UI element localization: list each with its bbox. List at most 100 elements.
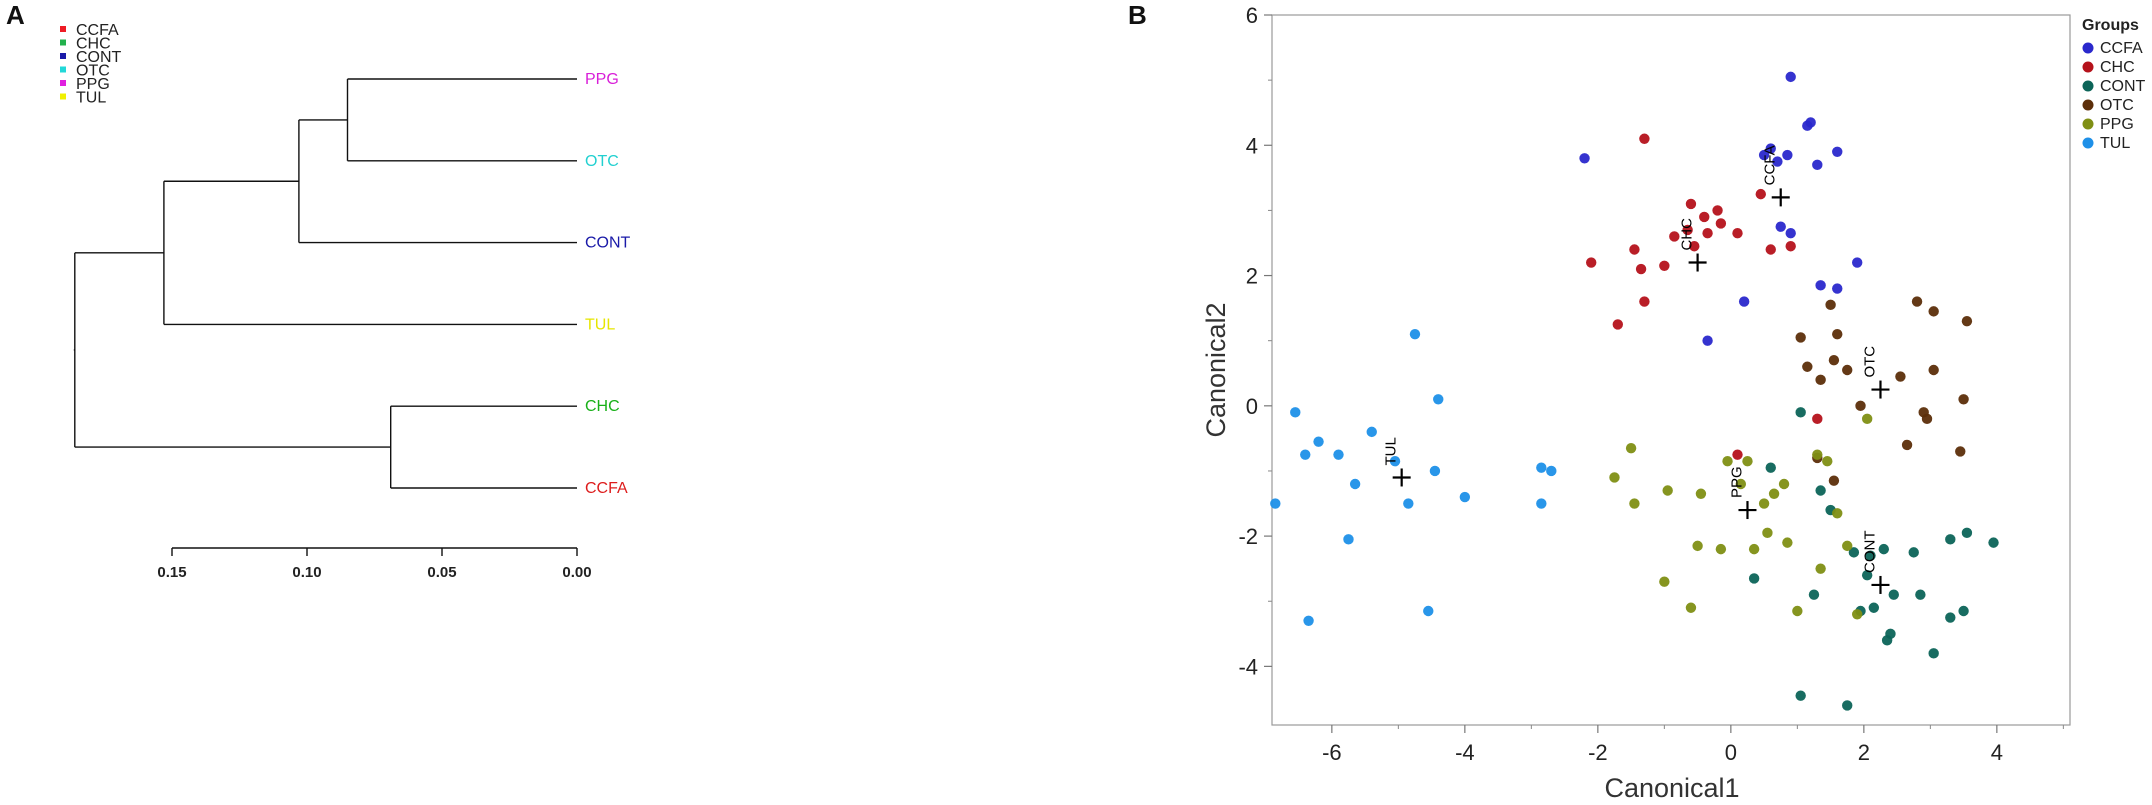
legend-label-ccfa: CCFA [76, 22, 119, 39]
point-cont [1865, 550, 1876, 561]
scatter-axes: -6 -4 -2 0 2 4 -4 -2 0 2 4 6 [1238, 3, 2064, 765]
legend-label-tul: TUL [2100, 135, 2130, 152]
dendrogram-leaf-labels: PPG OTC CONT TUL CHC CCFA [585, 71, 631, 497]
panel-label-b: B [1128, 0, 1147, 30]
point-chc [1682, 224, 1693, 236]
leaf-label-tul: TUL [585, 316, 615, 333]
point-ccfa [1785, 71, 1796, 83]
point-ppg [1722, 455, 1733, 467]
y-tick-label: 4 [1246, 133, 1258, 158]
point-otc [1928, 306, 1939, 317]
point-chc [1659, 260, 1670, 271]
legend-label-ppg: PPG [76, 76, 110, 93]
point-ppg [1735, 478, 1747, 490]
dendrogram-tree [73, 78, 577, 489]
point-otc [1795, 332, 1806, 343]
legend-swatch-cont [60, 53, 66, 59]
point-tul [1366, 426, 1377, 438]
point-chc [1732, 228, 1743, 239]
dendrogram-tick-label: 0.05 [427, 564, 456, 581]
point-cont [1961, 527, 1973, 539]
point-chc [1765, 244, 1776, 255]
point-ccfa [1782, 149, 1793, 161]
legend-swatch-ccfa [60, 26, 66, 32]
dendrogram-tick-label: 0.00 [562, 564, 591, 581]
legend-label-otc: OTC [2100, 97, 2134, 114]
point-ccfa [1815, 280, 1826, 291]
point-ppg [1782, 537, 1793, 548]
point-tul [1349, 478, 1361, 490]
legend-swatch-tul [60, 93, 66, 100]
leaf-label-chc: CHC [585, 398, 620, 415]
leaf-label-ppg: PPG [585, 71, 619, 88]
point-tul [1423, 605, 1434, 617]
point-chc [1712, 205, 1723, 216]
point-cont [1808, 589, 1820, 600]
point-chc [1669, 231, 1680, 242]
point-ppg [1662, 485, 1673, 496]
point-chc [1785, 241, 1796, 252]
point-otc [1895, 371, 1906, 382]
point-ppg [1822, 455, 1833, 467]
point-ppg [1832, 508, 1843, 519]
point-ppg [1685, 602, 1697, 613]
point-ppg [1659, 576, 1670, 587]
point-tul [1429, 465, 1441, 477]
point-chc [1689, 241, 1700, 252]
point-otc [1955, 446, 1966, 457]
point-ppg [1609, 472, 1620, 483]
point-cont [1748, 573, 1760, 584]
point-cont [1928, 648, 1939, 659]
point-ppg [1625, 442, 1637, 454]
centroid-label-otc: OTC [1861, 346, 1878, 378]
legend-marker-chc [2082, 61, 2094, 73]
point-chc [1715, 218, 1727, 229]
point-ccfa [1832, 146, 1843, 157]
y-tick-label: 0 [1246, 394, 1258, 419]
point-cont [1915, 589, 1926, 600]
point-ccfa [1832, 283, 1843, 294]
point-cont [1958, 605, 1969, 617]
legend-label-tul: TUL [76, 90, 106, 107]
point-ppg [1758, 498, 1770, 509]
point-tul [1313, 436, 1324, 447]
point-ppg [1852, 609, 1863, 620]
point-otc [1828, 355, 1840, 366]
point-otc [1901, 439, 1913, 451]
point-otc [1832, 328, 1843, 340]
point-chc [1639, 133, 1650, 144]
point-otc [1921, 413, 1933, 425]
point-ccfa [1758, 149, 1770, 161]
point-ppg [1748, 543, 1760, 555]
x-tick-label: -4 [1455, 740, 1475, 765]
legend-swatch-otc [60, 66, 66, 73]
point-cont [1765, 462, 1776, 473]
point-tul [1546, 465, 1557, 477]
point-ppg [1629, 498, 1640, 509]
point-cont [1988, 537, 1999, 548]
legend-label-otc: OTC [76, 63, 110, 80]
x-axis-title: Canonical1 [1604, 773, 1739, 803]
point-otc [1911, 296, 1923, 307]
point-otc [1961, 315, 1973, 327]
dendrogram-distance-axis: 0.15 0.10 0.05 0.00 [157, 547, 592, 581]
scatter-legend: Groups CCFA CHC CONT OTC PPG TUL [2082, 17, 2146, 152]
x-tick-label: -2 [1588, 740, 1608, 765]
x-tick-label: 2 [1858, 740, 1870, 765]
panel-label-a: A [6, 0, 25, 30]
point-ccfa [1765, 143, 1776, 154]
point-otc [1855, 400, 1866, 412]
leaf-label-otc: OTC [585, 153, 619, 170]
centroid-label-ppg: PPG [1728, 466, 1745, 498]
point-tul [1300, 449, 1311, 460]
point-cont [1888, 589, 1899, 600]
leaf-label-cont: CONT [585, 235, 631, 252]
scatter-centroids: CCFA CHC CONT OTC PPG TUL [1383, 145, 1890, 594]
point-ccfa [1738, 296, 1750, 307]
point-ppg [1715, 543, 1727, 555]
point-ccfa [1772, 156, 1783, 167]
leaf-label-ccfa: CCFA [585, 480, 628, 497]
y-tick-label: 6 [1246, 3, 1258, 28]
point-ccfa [1579, 153, 1590, 164]
legend-marker-tul [2082, 137, 2094, 149]
